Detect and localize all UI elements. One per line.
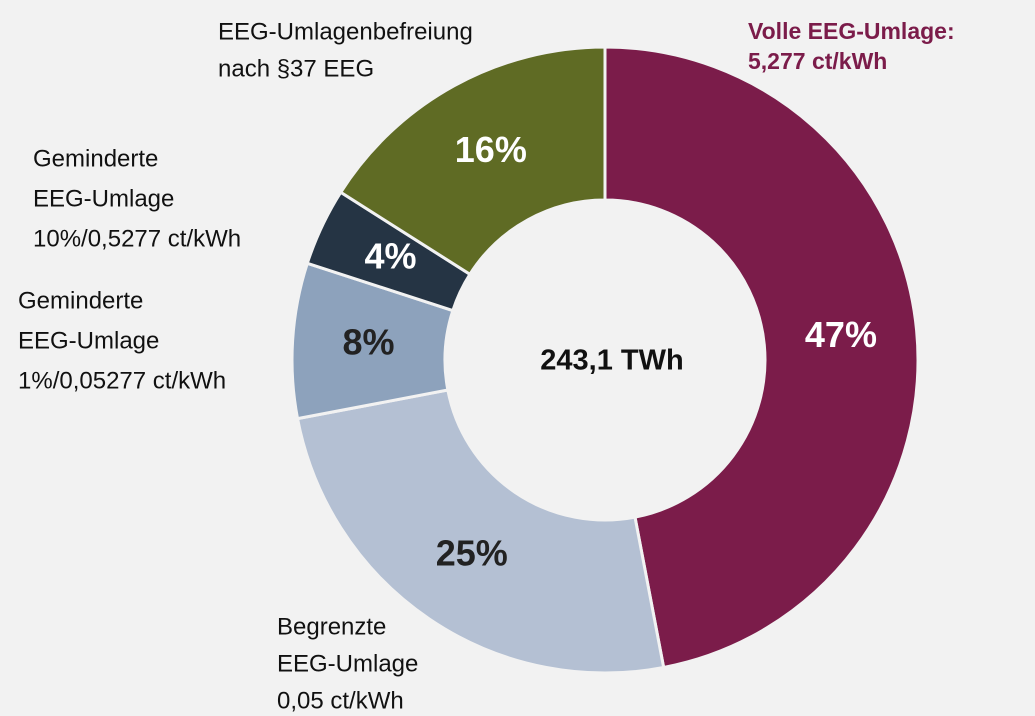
category-label: EEG-Umlage — [33, 185, 174, 212]
value-label: 8% — [342, 322, 394, 363]
category-label: 1%/0,05277 ct/kWh — [18, 367, 226, 394]
value-label: 47% — [805, 314, 877, 355]
category-label: 10%/0,5277 ct/kWh — [33, 225, 241, 252]
category-label: Geminderte — [33, 145, 158, 172]
value-label: 25% — [436, 533, 508, 574]
center-label: 243,1 TWh — [540, 345, 683, 377]
value-label: 16% — [455, 129, 527, 170]
value-label: 4% — [365, 236, 417, 277]
slice — [603, 45, 920, 670]
category-label: 0,05 ct/kWh — [277, 687, 404, 714]
category-label: EEG-Umlage — [18, 327, 159, 354]
category-label: EEG-Umlagenbefreiung — [218, 18, 473, 45]
slice — [338, 45, 607, 277]
category-label: Begrenzte — [277, 613, 386, 640]
category-label: nach §37 EEG — [218, 55, 374, 82]
labels: 47% Volle EEG-Umlage: 5,277 ct/kWh 25% Begre… — [18, 18, 955, 714]
category-label: Volle EEG-Umlage: — [748, 18, 955, 44]
category-label: EEG-Umlage — [277, 650, 418, 677]
category-label: 5,277 ct/kWh — [748, 48, 887, 74]
category-label: Geminderte — [18, 287, 143, 314]
slice — [295, 388, 666, 675]
slices — [290, 45, 920, 675]
